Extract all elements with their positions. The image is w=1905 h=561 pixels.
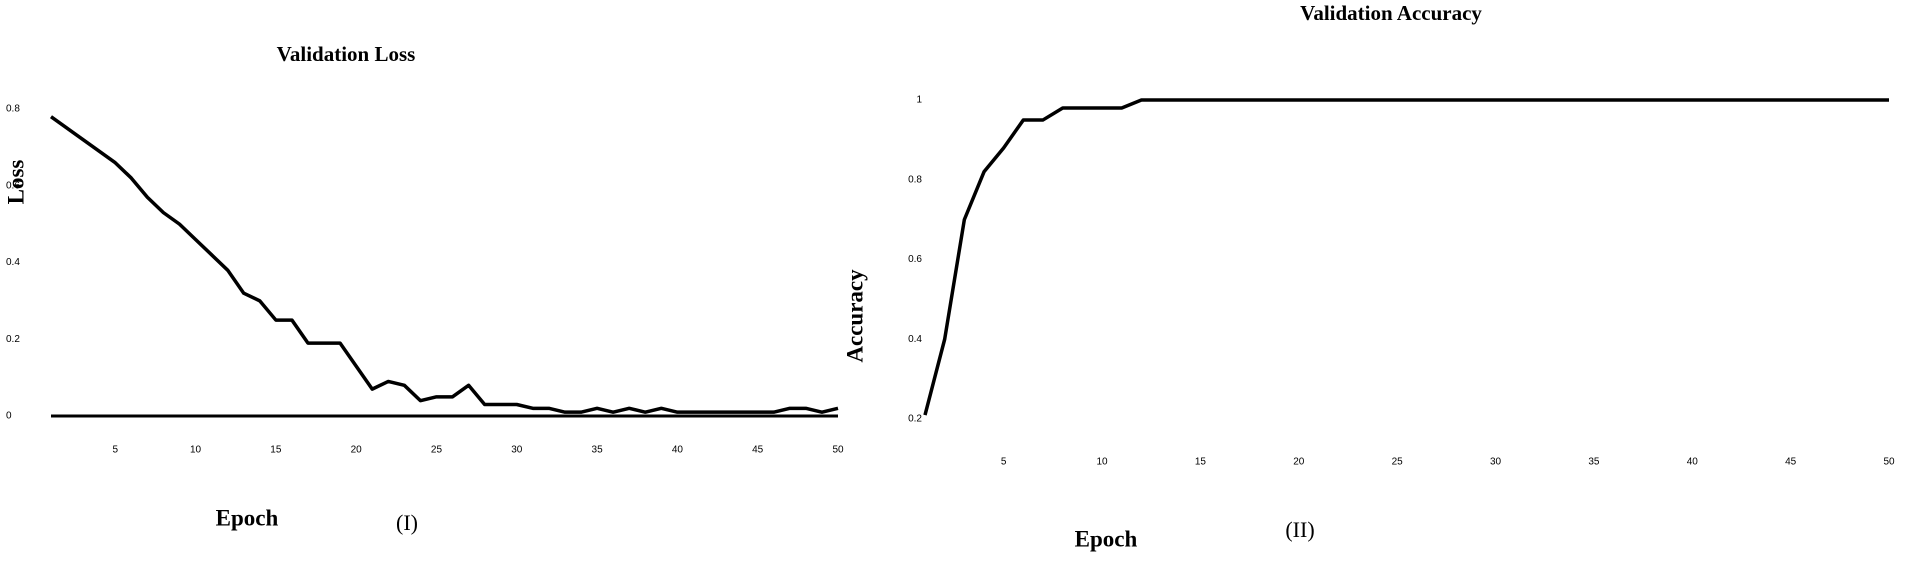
x-tick-label: 35 <box>1588 457 1600 468</box>
x-tick-label: 25 <box>431 445 443 456</box>
data-line <box>49 115 839 414</box>
y-tick-label: 0.8 <box>6 104 20 115</box>
x-tick-label: 10 <box>190 445 202 456</box>
x-tick-label: 45 <box>1785 457 1797 468</box>
x-tick-label: 15 <box>270 445 282 456</box>
y-tick-label: 1 <box>916 95 922 106</box>
y-axis-label: Loss <box>3 160 28 205</box>
x-tick-label: 40 <box>1687 457 1699 468</box>
y-tick-label: 0.6 <box>6 180 20 191</box>
chart-title: Validation Loss <box>277 42 416 66</box>
x-tick-label: 5 <box>112 445 118 456</box>
x-tick-label: 35 <box>592 445 604 456</box>
caption: (I) <box>396 510 418 535</box>
y-tick-label: 0.4 <box>908 334 922 345</box>
y-axis-label: Accuracy <box>842 269 867 363</box>
y-tick-label: 0 <box>6 411 12 422</box>
y-tick-label: 0.4 <box>6 257 20 268</box>
x-tick-label: 20 <box>351 445 363 456</box>
data-line <box>923 98 1889 416</box>
y-tick-label: 0.6 <box>908 254 922 265</box>
x-tick-label: 20 <box>1293 457 1305 468</box>
x-tick-label: 45 <box>752 445 764 456</box>
x-axis-label: Epoch <box>216 505 279 530</box>
caption: (II) <box>1285 517 1314 542</box>
x-tick-label: 50 <box>832 445 844 456</box>
x-tick-label: 40 <box>672 445 684 456</box>
x-tick-label: 50 <box>1883 457 1895 468</box>
y-tick-label: 0.8 <box>908 174 922 185</box>
x-axis-label: Epoch <box>1075 526 1138 551</box>
x-tick-label: 10 <box>1096 457 1108 468</box>
x-tick-label: 30 <box>511 445 523 456</box>
x-tick-label: 5 <box>1001 457 1007 468</box>
x-tick-label: 15 <box>1195 457 1207 468</box>
y-tick-label: 0.2 <box>6 334 20 345</box>
chart-title: Validation Accuracy <box>1300 1 1482 25</box>
x-tick-label: 30 <box>1490 457 1502 468</box>
x-tick-label: 25 <box>1392 457 1404 468</box>
y-tick-label: 0.2 <box>908 414 922 425</box>
